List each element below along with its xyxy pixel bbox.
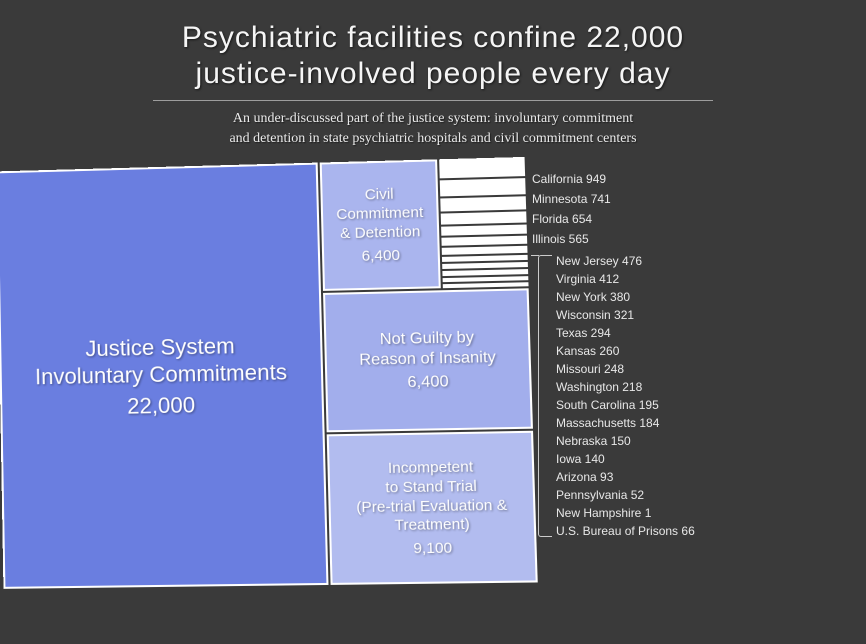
state-stripe — [442, 262, 528, 269]
ngri-label-1: Not Guilty by — [380, 329, 475, 348]
civil-label-2: Commitment — [336, 204, 423, 223]
legend-row: U.S. Bureau of Prisons 66 — [556, 522, 695, 540]
legend-row: Missouri 248 — [556, 360, 695, 378]
state-stripe — [443, 282, 529, 288]
legend-row: New York 380 — [556, 288, 695, 306]
treemap-state-stripes — [439, 157, 528, 288]
page-title: Psychiatric facilities confine 22,000 ju… — [153, 20, 713, 101]
legend-row: Pennsylvania 52 — [556, 486, 695, 504]
ist-label-3: (Pre-trial Evaluation & — [356, 496, 507, 516]
title-line-2: justice-involved people every day — [196, 57, 671, 90]
main-label-1: Justice System — [85, 333, 235, 361]
legend-row: New Hampshire 1 — [556, 504, 695, 522]
state-stripe — [442, 254, 528, 262]
main-value: 22,000 — [127, 392, 196, 419]
legend-row: Iowa 140 — [556, 450, 695, 468]
legend-row: Florida 654 — [532, 210, 695, 228]
ist-label-2: to Stand Trial — [385, 477, 477, 496]
civil-value: 6,400 — [361, 246, 400, 264]
legend-row: Minnesota 741 — [532, 190, 695, 208]
legend-row: California 949 — [532, 170, 695, 188]
civil-label-1: Civil — [364, 186, 393, 204]
legend-big-group: California 949 Minnesota 741 Florida 654 Il… — [532, 170, 695, 248]
state-stripe — [440, 178, 526, 196]
legend-small-group: New Jersey 476Virginia 412New York 380Wi… — [532, 252, 695, 540]
state-stripe — [443, 276, 529, 282]
state-stripe — [441, 211, 527, 225]
state-stripe — [439, 157, 525, 179]
title-line-1: Psychiatric facilities confine 22,000 — [182, 21, 684, 54]
legend-row: Kansas 260 — [556, 342, 695, 360]
treemap-civil-block: Civil Commitment & Detention 6,400 — [320, 159, 441, 291]
state-stripe — [442, 269, 528, 276]
civil-label-3: & Detention — [340, 223, 421, 242]
bracket-icon — [538, 255, 552, 537]
main-label-2: Involuntary Commitments — [35, 359, 287, 389]
state-stripe — [441, 236, 527, 246]
ngri-label-2: Reason of Insanity — [359, 349, 496, 369]
legend-row: South Carolina 195 — [556, 396, 695, 414]
legend-row: Arizona 93 — [556, 468, 695, 486]
legend-row: Illinois 565 — [532, 230, 695, 248]
treemap-chart: Justice System Involuntary Commitments 2… — [0, 156, 557, 611]
legend-row: Wisconsin 321 — [556, 306, 695, 324]
state-stripe — [440, 196, 526, 212]
title-block: Psychiatric facilities confine 22,000 ju… — [0, 0, 866, 148]
page-subtitle: An under-discussed part of the justice s… — [0, 109, 866, 148]
subtitle-line-2: and detention in state psychiatric hospi… — [229, 131, 636, 146]
state-legend: California 949 Minnesota 741 Florida 654 Il… — [532, 170, 695, 540]
ist-label-4: Treatment) — [394, 516, 470, 534]
legend-row: Massachusetts 184 — [556, 414, 695, 432]
ngri-value: 6,400 — [407, 373, 449, 392]
treemap-ngri-block: Not Guilty by Reason of Insanity 6,400 — [323, 288, 533, 432]
ist-value: 9,100 — [413, 539, 452, 557]
legend-row: Virginia 412 — [556, 270, 695, 288]
legend-row: New Jersey 476 — [556, 252, 695, 270]
state-stripe — [442, 246, 528, 255]
treemap-main-block: Justice System Involuntary Commitments 2… — [0, 163, 329, 589]
subtitle-line-1: An under-discussed part of the justice s… — [233, 111, 633, 126]
treemap-ist-block: Incompetent to Stand Trial (Pre-trial Ev… — [327, 431, 538, 585]
state-stripe — [441, 225, 527, 236]
legend-row: Washington 218 — [556, 378, 695, 396]
legend-row: Texas 294 — [556, 324, 695, 342]
ist-label-1: Incompetent — [388, 458, 474, 477]
legend-row: Nebraska 150 — [556, 432, 695, 450]
